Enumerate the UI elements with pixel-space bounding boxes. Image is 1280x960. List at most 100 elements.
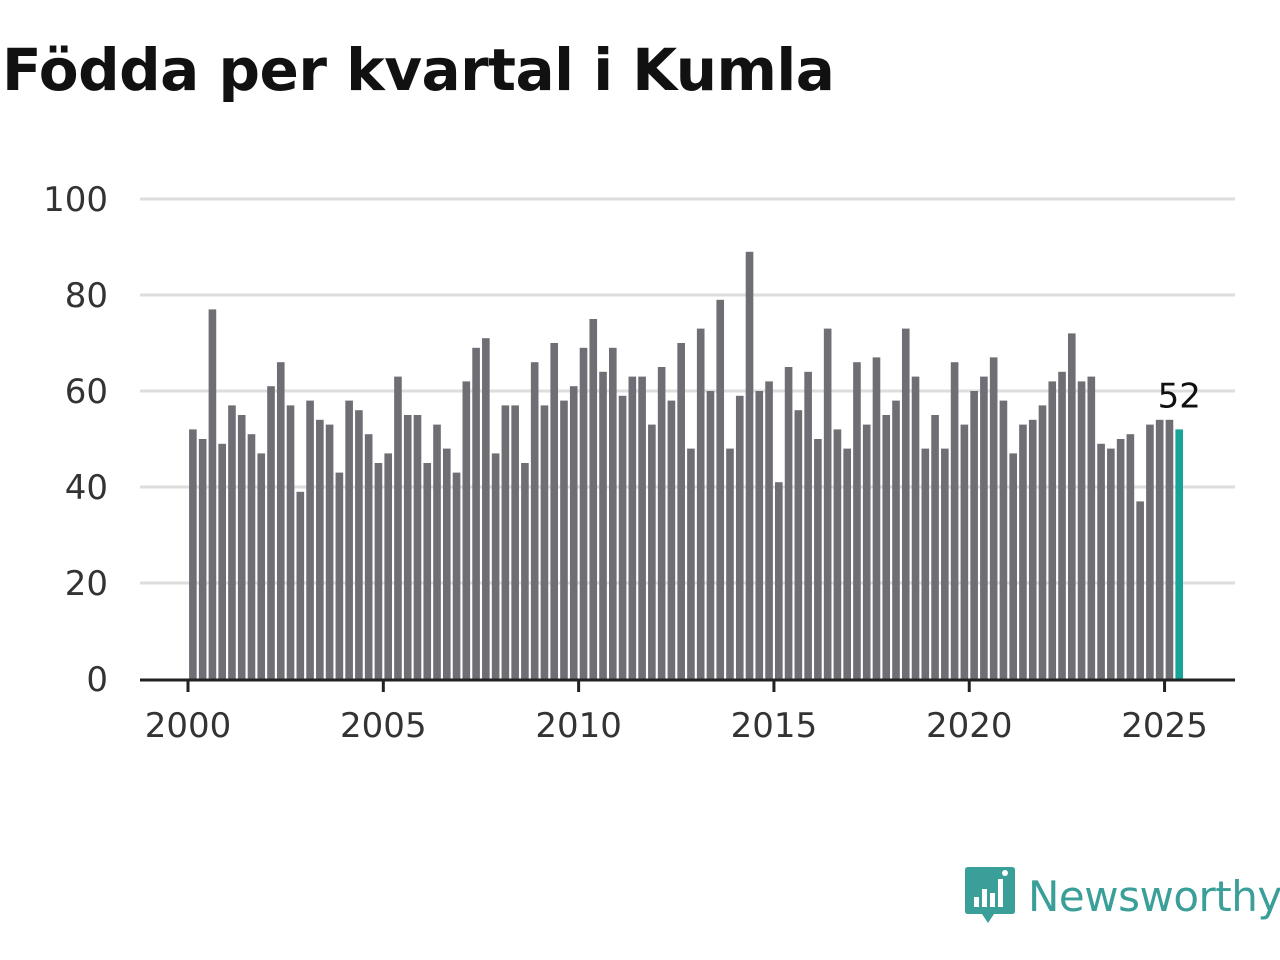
x-tick-label: 2015 (731, 706, 818, 746)
bar (696, 328, 705, 679)
bar (921, 448, 930, 679)
bar (1038, 405, 1047, 679)
chart-title: Födda per kvartal i Kumla (2, 36, 835, 104)
bar (394, 376, 402, 679)
bar (1077, 381, 1086, 679)
bar (843, 448, 851, 679)
bar (316, 419, 324, 679)
bar (931, 415, 939, 679)
bar (491, 453, 500, 679)
bar (550, 343, 559, 679)
bar (501, 405, 510, 679)
bar (755, 391, 764, 679)
bar (423, 463, 432, 679)
bar (247, 434, 256, 679)
bar (1019, 424, 1027, 679)
y-tick-label: 40 (65, 468, 108, 508)
bar (335, 472, 344, 679)
bar (618, 395, 627, 679)
bar (804, 371, 812, 679)
x-tick-label: 2005 (340, 706, 427, 746)
newsworthy-logo-icon (965, 867, 1015, 923)
bar (189, 429, 197, 679)
bar (511, 405, 519, 679)
annotations: 52 (1158, 376, 1201, 416)
y-tick-label: 100 (43, 180, 108, 220)
bar (325, 424, 334, 679)
bar (872, 357, 881, 679)
bar (687, 448, 695, 679)
bar (989, 357, 998, 679)
bar (1058, 371, 1066, 679)
bar (833, 429, 842, 679)
bar (775, 482, 783, 679)
y-tick-label: 20 (65, 564, 108, 604)
bar (1146, 424, 1154, 679)
bar (814, 439, 822, 679)
brand-name: Newsworthy (1028, 871, 1280, 921)
x-tick-label: 2000 (145, 706, 232, 746)
y-tick-label: 60 (65, 372, 108, 412)
bar (345, 400, 353, 679)
value-label: 52 (1158, 376, 1201, 416)
bar (638, 376, 646, 679)
bar (648, 424, 656, 679)
bar (530, 362, 539, 679)
bar (579, 347, 588, 679)
bar (999, 400, 1008, 679)
bar (384, 453, 393, 679)
y-axis-ticks: 0 20 40 60 80 100 (43, 180, 108, 700)
bar (716, 299, 725, 679)
bar (433, 424, 441, 679)
bar (1165, 419, 1174, 679)
bar (667, 400, 676, 679)
x-tick-label: 2010 (535, 706, 622, 746)
bar (941, 448, 949, 679)
bar (706, 391, 715, 679)
bar (726, 448, 734, 679)
bar (462, 381, 471, 679)
bar (560, 400, 568, 679)
y-tick-label: 0 (86, 660, 108, 700)
bar (1067, 333, 1076, 679)
bar (794, 410, 803, 679)
bar (296, 491, 305, 679)
bar (198, 439, 207, 679)
y-tick-label: 80 (65, 276, 108, 316)
bar (472, 347, 480, 679)
bar (442, 448, 451, 679)
bar (589, 319, 598, 679)
x-tick-label: 2025 (1121, 706, 1208, 746)
bar (677, 343, 685, 679)
bar (1087, 376, 1096, 679)
bar (355, 410, 363, 679)
bar (1009, 453, 1018, 679)
bar (735, 395, 744, 679)
bar (853, 362, 861, 679)
bar (970, 391, 978, 679)
bar (1048, 381, 1057, 679)
bar (1155, 419, 1164, 679)
bar (1136, 501, 1144, 679)
bar (306, 400, 314, 679)
bar (628, 376, 637, 679)
bar (901, 328, 910, 679)
bar (980, 376, 988, 679)
bar (208, 309, 217, 679)
bar (862, 424, 871, 679)
bar (599, 371, 607, 679)
bar (413, 415, 422, 679)
bar (482, 338, 490, 679)
bar (657, 367, 666, 679)
bar (452, 472, 461, 679)
bar (960, 424, 969, 679)
bar (374, 463, 383, 679)
bar (403, 415, 412, 679)
bar (911, 376, 920, 679)
x-axis-ticks: 2000 2005 2010 2015 2020 2025 (145, 680, 1208, 746)
bar (237, 415, 246, 679)
bar (1116, 439, 1125, 679)
bar-highlight (1175, 429, 1184, 679)
brand-logo[interactable]: Newsworthy (964, 864, 1280, 928)
